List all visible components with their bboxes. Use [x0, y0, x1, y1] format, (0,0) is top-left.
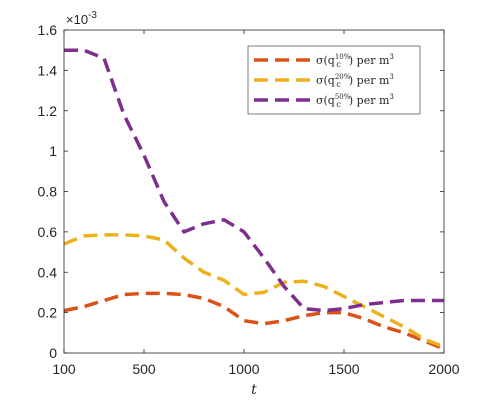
legend-items: σ(q10% c) per m3 σ(q20% c) per m3 σ(q50% c) p…	[254, 53, 394, 109]
y-tick-label: 0.4	[38, 264, 58, 280]
y-tick-label: 0.6	[38, 224, 58, 240]
y-tick-label: 1.2	[38, 103, 58, 119]
x-tick-label: 1500	[328, 361, 359, 377]
x-axis-title: t	[251, 382, 257, 398]
y-tick-label: 0	[49, 345, 57, 361]
legend-label-2: σ(q20% c) per m3	[316, 73, 394, 89]
series-line-3	[64, 48, 444, 313]
y-tick-label: 0.2	[38, 305, 58, 321]
legend-label-3: σ(q50% c) per m3	[316, 93, 394, 109]
x-axis: 100 500 1000 1500 2000	[52, 30, 460, 377]
series-line-2	[63, 233, 445, 349]
y-tick-label: 1.4	[38, 62, 58, 78]
y-exponent-base: ×10	[66, 12, 88, 27]
legend-label-1: σ(q10% c) per m3	[316, 53, 394, 69]
x-tick-label: 100	[52, 361, 76, 377]
y-tick-label: 1	[49, 143, 57, 159]
y-axis: 0 0.2 0.4 0.6 0.8 1 1.2 1.4 1.6	[38, 22, 444, 361]
series-line-1	[63, 291, 445, 351]
series-layer	[63, 48, 445, 351]
x-tick-label: 500	[132, 361, 156, 377]
y-axis-exponent: ×10-3	[66, 10, 97, 27]
x-tick-label: 2000	[428, 361, 459, 377]
x-tick-label: 1000	[228, 361, 259, 377]
y-tick-label: 1.6	[38, 22, 58, 38]
y-exponent-power: -3	[88, 10, 97, 21]
y-tick-label: 0.8	[38, 184, 58, 200]
legend: σ(q10% c) per m3 σ(q20% c) per m3 σ(q50% c) p…	[247, 45, 421, 115]
